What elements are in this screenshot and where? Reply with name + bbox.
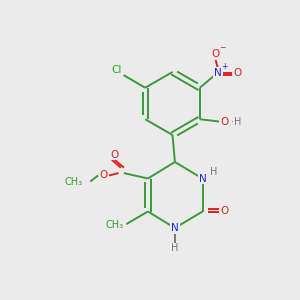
Text: N: N (171, 223, 179, 233)
Text: O: O (99, 170, 108, 181)
Text: CH₃: CH₃ (106, 220, 124, 230)
Text: +: + (221, 62, 227, 71)
Text: O: O (111, 149, 119, 160)
Text: ·H: ·H (231, 117, 242, 127)
Text: O: O (211, 49, 220, 59)
Text: N: N (214, 68, 222, 78)
Text: −: − (219, 43, 225, 52)
Text: O: O (233, 68, 242, 78)
Text: H: H (210, 167, 217, 177)
Text: H: H (171, 243, 178, 254)
Text: O: O (220, 117, 228, 127)
Text: N: N (199, 173, 207, 184)
Text: O: O (220, 206, 228, 217)
Text: Cl: Cl (112, 65, 122, 75)
Text: CH₃: CH₃ (64, 176, 82, 187)
